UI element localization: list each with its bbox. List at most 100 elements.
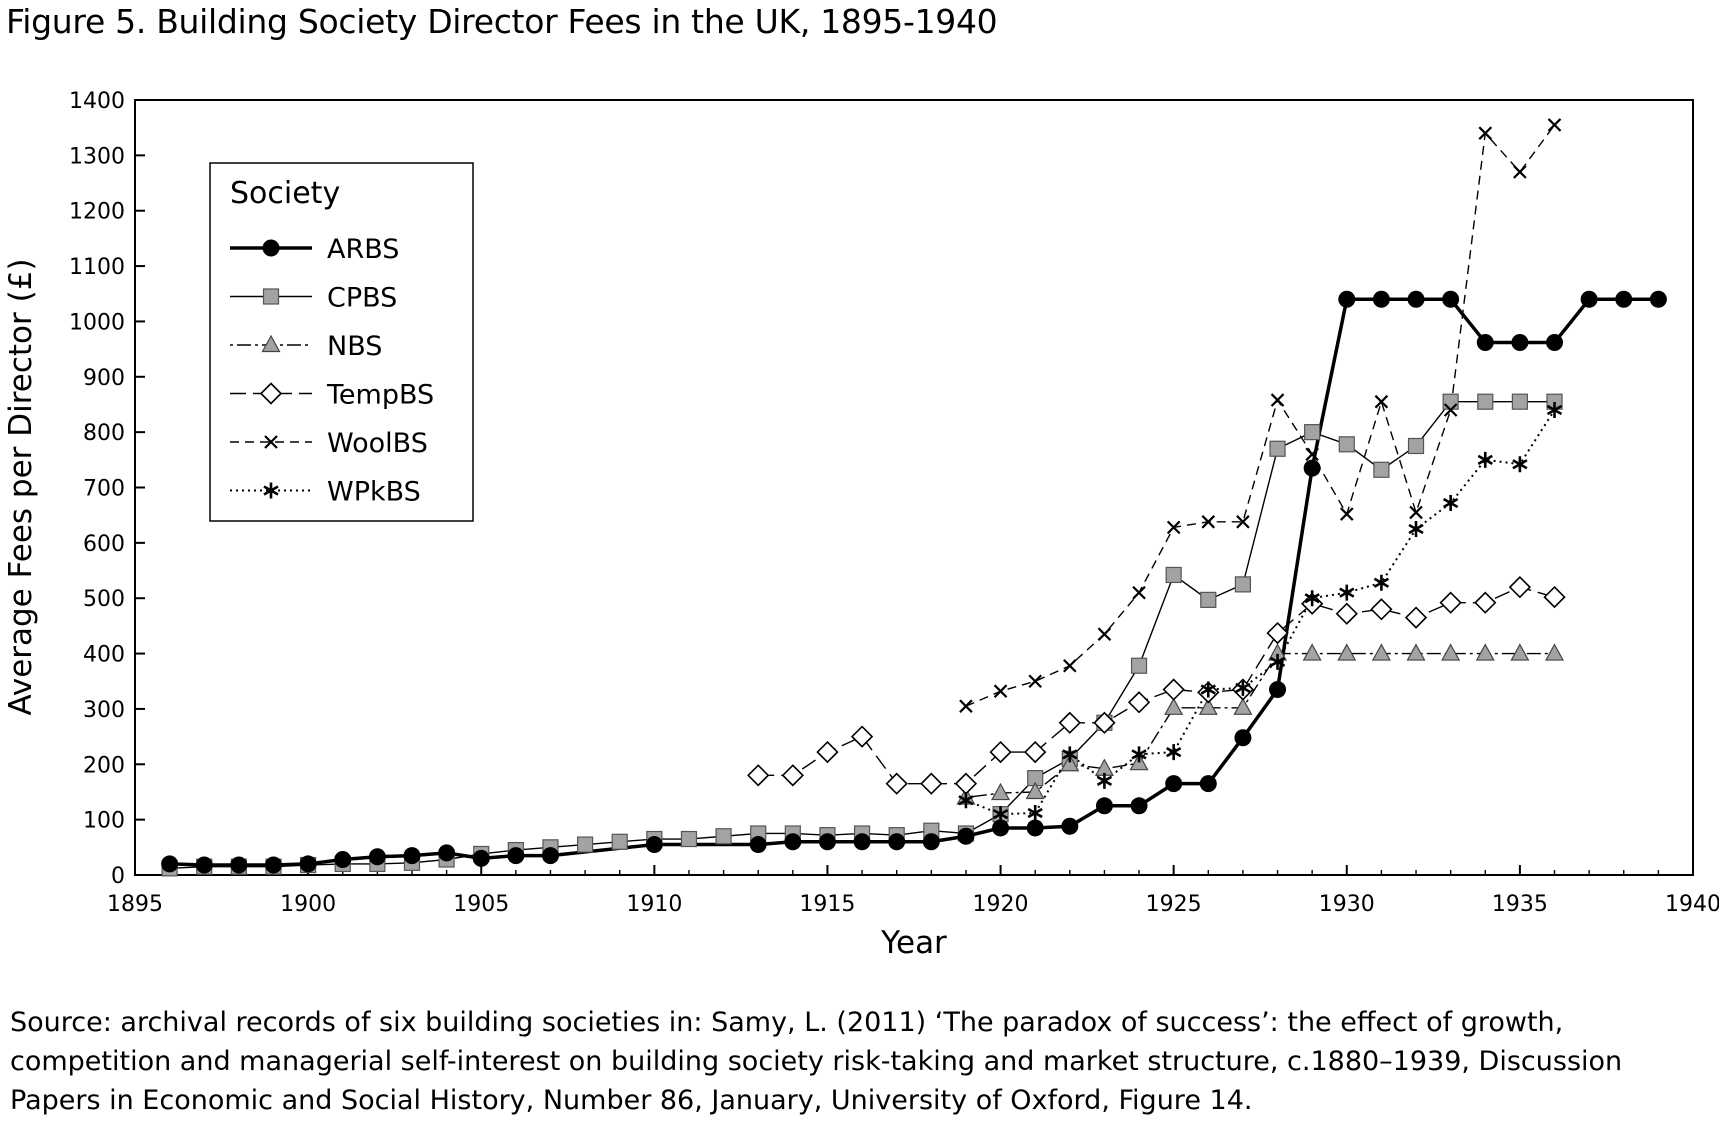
- series-points-wpkbs: [958, 402, 1563, 823]
- data-point-wpkbs: [1269, 653, 1286, 670]
- data-point-nbs: [1025, 781, 1045, 800]
- y-tick-label: 300: [83, 698, 125, 723]
- data-point-tempbs: [1439, 591, 1462, 614]
- data-point-woolbs: [1409, 505, 1423, 520]
- y-tick-label: 500: [83, 587, 125, 612]
- data-point-arbs: [992, 819, 1010, 837]
- data-point-arbs: [368, 848, 386, 866]
- data-point-cpbs: [1130, 657, 1148, 674]
- series-line-woolbs: [965, 124, 1556, 707]
- data-point-wpkbs: [992, 806, 1009, 823]
- axes: 0 100 200 300 400 500 600 700 800 900 1000 1100 1200…: [69, 89, 1719, 917]
- data-point-nbs: [1406, 643, 1426, 661]
- data-point-nbs: [1441, 643, 1461, 661]
- data-point-cpbs: [715, 828, 732, 845]
- x-tick-label: 1895: [107, 892, 163, 917]
- data-point-nbs: [1233, 697, 1253, 715]
- data-point-wpkbs: [1235, 679, 1251, 696]
- data-point-nbs: [1371, 643, 1391, 661]
- series-line-arbs: [169, 297, 1659, 867]
- legend-label-arbs: ARBS: [327, 234, 399, 265]
- data-point-nbs: [991, 782, 1011, 801]
- data-point-woolbs: [1478, 126, 1493, 140]
- data-point-arbs: [1061, 817, 1079, 835]
- data-point-arbs: [1649, 290, 1667, 308]
- data-point-arbs: [507, 847, 525, 865]
- data-point-cpbs: [611, 833, 628, 850]
- data-point-tempbs: [1508, 576, 1532, 599]
- legend-marker-nbs: [261, 334, 281, 353]
- data-point-arbs: [1372, 290, 1390, 308]
- data-point-arbs: [195, 856, 213, 874]
- legend-label-tempbs: TempBS: [326, 380, 434, 411]
- y-tick-label: 200: [83, 753, 125, 778]
- x-axis-label: Year: [880, 925, 947, 961]
- y-tick-label: 100: [83, 809, 125, 834]
- x-tick-label: 1905: [453, 892, 509, 917]
- data-point-tempbs: [920, 772, 943, 795]
- legend-label-nbs: NBS: [327, 331, 382, 362]
- data-point-cpbs: [1304, 424, 1321, 441]
- data-point-cpbs: [576, 836, 594, 853]
- data-point-tempbs: [1093, 711, 1116, 734]
- legend-box: [209, 162, 474, 522]
- legend-label-woolbs: WoolBS: [327, 428, 428, 459]
- y-tick-label: 800: [83, 421, 125, 446]
- data-point-arbs: [888, 833, 906, 851]
- data-point-arbs: [230, 856, 248, 874]
- legend-marker-woolbs: [264, 435, 278, 449]
- data-point-tempbs: [885, 772, 908, 795]
- x-tick-label: 1900: [280, 892, 336, 917]
- data-point-wpkbs: [1339, 584, 1355, 601]
- y-tick-label: 1100: [69, 255, 125, 280]
- data-point-arbs: [853, 833, 871, 851]
- y-tick-label: 1000: [69, 310, 125, 335]
- y-axis-label: Average Fees per Director (£): [3, 258, 39, 715]
- data-point-arbs: [818, 833, 836, 851]
- data-point-arbs: [1407, 290, 1425, 308]
- data-point-arbs: [1165, 775, 1183, 793]
- x-tick-label: 1920: [973, 892, 1029, 917]
- data-point-nbs: [1060, 754, 1080, 772]
- data-point-nbs: [1198, 697, 1218, 715]
- legend-label-cpbs: CPBS: [327, 283, 397, 314]
- data-point-wpkbs: [1373, 574, 1390, 591]
- data-point-nbs: [1302, 643, 1322, 661]
- data-point-wpkbs: [1027, 805, 1043, 821]
- data-point-wpkbs: [1096, 772, 1113, 789]
- data-point-wpkbs: [1408, 521, 1424, 538]
- data-point-arbs: [1338, 290, 1356, 308]
- y-tick-label: 1400: [69, 89, 125, 114]
- data-point-arbs: [299, 855, 317, 873]
- data-point-arbs: [334, 851, 352, 868]
- y-tick-label: 900: [83, 366, 125, 391]
- data-point-arbs: [1130, 797, 1148, 815]
- legend-marker-tempbs: [259, 382, 283, 405]
- data-point-tempbs: [1335, 602, 1358, 625]
- data-point-arbs: [403, 847, 421, 865]
- data-point-arbs: [1269, 681, 1287, 699]
- data-point-woolbs: [1547, 118, 1562, 132]
- data-point-arbs: [438, 844, 456, 862]
- data-point-woolbs: [1201, 515, 1216, 529]
- data-point-arbs: [645, 836, 663, 854]
- legend-items: ARBS CPBS NBS TempBS WoolBS WPkBS: [230, 234, 434, 508]
- data-point-cpbs: [1269, 440, 1286, 457]
- data-point-woolbs: [1270, 393, 1285, 407]
- data-point-arbs: [1303, 459, 1321, 477]
- data-point-cpbs: [1373, 461, 1390, 478]
- series-points-arbs: [161, 290, 1667, 874]
- y-tick-label: 1300: [69, 144, 125, 169]
- source-note: Source: archival records of six building…: [10, 1007, 1623, 1116]
- series-points-tempbs: [747, 576, 1566, 795]
- data-point-tempbs: [1162, 678, 1185, 701]
- data-point-tempbs: [816, 740, 839, 764]
- data-point-tempbs: [1543, 585, 1566, 609]
- x-tick-label: 1915: [799, 892, 855, 917]
- data-point-tempbs: [1024, 740, 1047, 764]
- x-tick-label: 1930: [1319, 892, 1375, 917]
- y-tick-label: 1200: [69, 200, 125, 225]
- data-point-tempbs: [850, 725, 874, 748]
- data-point-cpbs: [1407, 437, 1425, 455]
- data-point-arbs: [264, 856, 282, 874]
